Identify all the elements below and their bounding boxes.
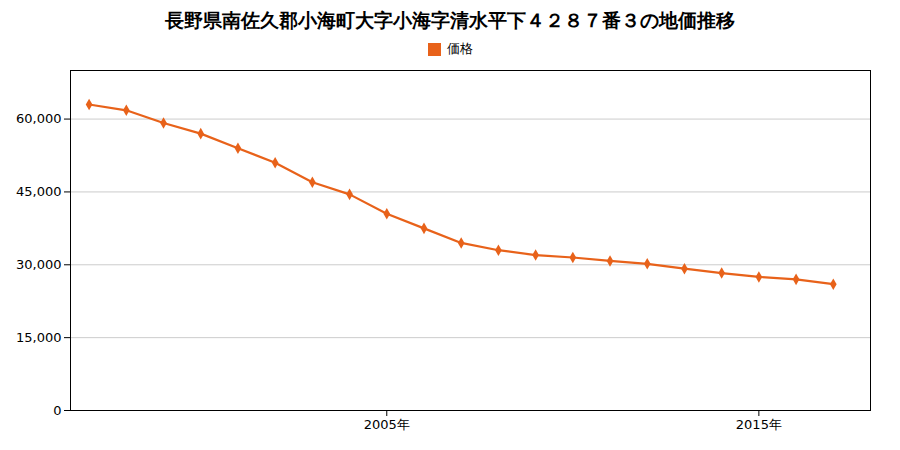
svg-text:30,000: 30,000	[16, 257, 62, 272]
svg-text:15,000: 15,000	[16, 330, 62, 345]
svg-text:60,000: 60,000	[16, 111, 62, 126]
html-text:価格: 価格	[446, 41, 473, 56]
svg-text:2005年: 2005年	[364, 417, 410, 432]
svg-text:2015年: 2015年	[736, 417, 782, 432]
html-text:長野県南佐久郡小海町大字小海字清水平下４２８７番３の地価推移: 長野県南佐久郡小海町大字小海字清水平下４２８７番３の地価推移	[165, 9, 735, 31]
svg-text:45,000: 45,000	[16, 184, 62, 199]
svg-text:0: 0	[53, 403, 61, 418]
